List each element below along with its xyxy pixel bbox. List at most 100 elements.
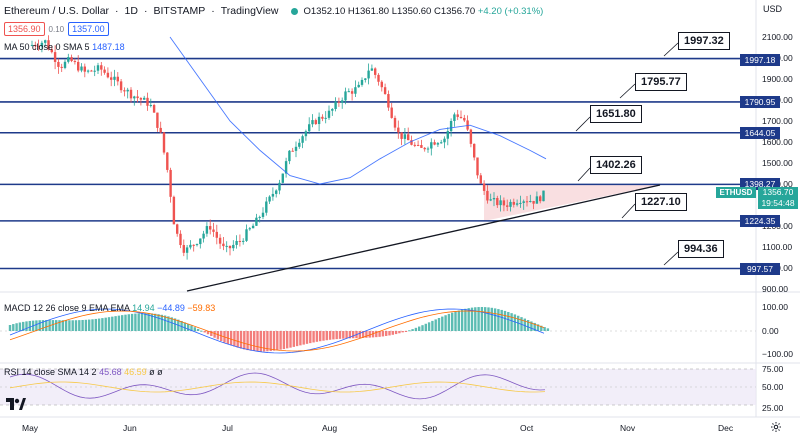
callout-1227[interactable]: 1227.10	[635, 193, 687, 211]
interval-label[interactable]: 1D	[124, 5, 138, 17]
macd-hist-bar	[361, 331, 365, 338]
macd-legend[interactable]: MACD 12 26 close 9 EMA EMA 14.94 −44.89 …	[4, 303, 215, 313]
macd-hist-bar	[431, 320, 434, 331]
ma50-line[interactable]	[169, 36, 547, 185]
candle-body	[70, 57, 73, 62]
macd-hist-bar	[226, 331, 229, 344]
macd-axis[interactable]: 100.00 0.00 −100.00	[762, 302, 793, 359]
tradingview-logo-icon[interactable]	[6, 398, 26, 413]
ohlc-high: H1361.80	[347, 5, 390, 17]
candle-body	[156, 112, 159, 128]
price-axis[interactable]: 2100.002000.001900.001800.001700.001600.…	[762, 32, 793, 294]
callout-994[interactable]: 994.36	[678, 240, 724, 258]
macd-line[interactable]	[9, 308, 545, 354]
candle-body	[383, 87, 387, 95]
rsi-sma-line[interactable]	[9, 381, 546, 393]
macd-hist-bar	[315, 331, 319, 342]
macd-hist-bar	[335, 331, 338, 340]
rsi-value: 45.68	[99, 367, 122, 377]
macd-hist-bar	[101, 318, 104, 331]
candle-body	[370, 68, 374, 71]
macd-signal-line[interactable]	[9, 310, 545, 352]
macd-hist-bar	[276, 331, 279, 351]
candle-body	[347, 91, 350, 93]
rsi-legend[interactable]: RSI 14 close SMA 14 2 45.68 46.59 ø ø	[4, 367, 163, 377]
sell-button[interactable]: 1356.90	[4, 22, 45, 36]
currency-label[interactable]: USD	[762, 4, 782, 14]
macd-hist-bar	[124, 314, 127, 331]
macd-hist-bar	[233, 331, 236, 347]
support-resistance-levels[interactable]	[0, 42, 756, 270]
macd-hist-bar	[444, 315, 447, 331]
macd-hist-bar	[213, 331, 216, 338]
macd-legend-label: MACD 12 26 close 9 EMA EMA	[4, 303, 130, 313]
candle-body	[255, 217, 258, 226]
candle-body	[86, 70, 90, 72]
macd-hist-bar	[193, 327, 196, 331]
macd-hist-bar	[474, 307, 477, 331]
macd-hist-bar	[157, 314, 160, 331]
candle-body	[400, 132, 403, 139]
current-price-tag: 1356.70 19:54:48	[758, 187, 798, 209]
callout-1651[interactable]: 1651.80	[590, 105, 642, 123]
candlestick-series[interactable]	[30, 35, 545, 260]
macd-hist-bar	[239, 331, 243, 349]
time-tick-label: May	[22, 423, 39, 433]
candle-body	[83, 66, 86, 72]
ascending-trendline[interactable]	[186, 184, 661, 292]
macd-hist-bar	[493, 308, 497, 331]
macd-hist-bar	[434, 319, 437, 331]
time-axis[interactable]: May Jun Jul Aug Sep Oct Nov Dec	[22, 423, 734, 433]
macd-hist-bar	[58, 320, 61, 331]
candle-body	[374, 68, 377, 75]
candle-body	[515, 203, 519, 205]
triangle-pattern-fill[interactable]	[484, 185, 660, 221]
callout-1997[interactable]: 1997.32	[678, 32, 730, 50]
callout-1795[interactable]: 1795.77	[635, 73, 687, 91]
macd-hist-bar	[196, 328, 200, 331]
symbol-name[interactable]: Ethereum / U.S. Dollar	[4, 5, 110, 17]
callout-leader-line	[621, 203, 636, 219]
candle-body	[176, 224, 179, 234]
candle-body	[182, 245, 185, 253]
callout-leader-line	[619, 83, 636, 99]
candle-body	[245, 229, 248, 241]
candle-body	[360, 79, 364, 85]
candle-body	[225, 245, 228, 247]
macd-hist-bar	[345, 331, 348, 339]
ma-legend[interactable]: MA 50 close 0 SMA 5 1487.18	[4, 42, 125, 52]
candle-body	[209, 226, 212, 230]
macd-hist-bar	[391, 331, 394, 335]
macd-hist-bar	[421, 325, 424, 331]
price-tick-label: 1900.00	[762, 74, 793, 84]
macd-hist-bar	[279, 331, 282, 350]
candle-body	[288, 150, 291, 162]
macd-hist-bar	[55, 320, 58, 331]
rsi-line[interactable]	[9, 372, 546, 400]
rsi-axis[interactable]: 75.00 50.00 25.00	[762, 364, 784, 413]
candle-body	[136, 96, 139, 99]
macd-hist-bar	[371, 331, 375, 338]
candle-body	[47, 40, 50, 50]
macd-histogram[interactable]	[8, 307, 550, 352]
candle-body	[403, 134, 407, 139]
settings-gear-icon[interactable]	[770, 421, 782, 436]
candle-body	[476, 157, 479, 176]
macd-hist-bar	[259, 331, 262, 352]
candle-body	[103, 69, 106, 73]
candle-body	[413, 144, 416, 146]
callout-1402[interactable]: 1402.26	[590, 156, 642, 174]
candle-body	[129, 89, 133, 99]
macd-hist-bar	[8, 325, 12, 331]
macd-hist-bar	[61, 320, 64, 331]
buy-button[interactable]: 1357.00	[68, 22, 109, 36]
macd-hist-bar	[210, 331, 213, 336]
macd-hist-bar	[15, 323, 18, 331]
candle-body	[146, 97, 149, 106]
candle-body	[195, 244, 199, 246]
candle-body	[440, 142, 443, 144]
candle-body	[126, 89, 129, 92]
price-tick-label: 900.00	[762, 284, 788, 294]
market-status-dot-icon	[290, 7, 298, 15]
